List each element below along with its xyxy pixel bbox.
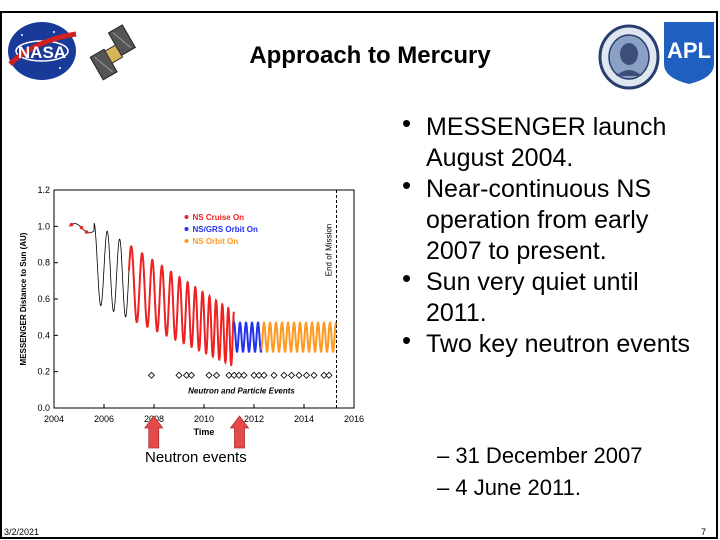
x-tick-label: 2014 xyxy=(294,414,314,424)
bullet-item: • Two key neutron events xyxy=(400,325,700,360)
event-marker xyxy=(187,371,196,379)
y-tick-label: 0.2 xyxy=(37,367,50,377)
events-annotation: Neutron and Particle Events xyxy=(188,386,295,395)
event-marker xyxy=(182,371,191,379)
event-marker xyxy=(310,371,318,379)
event-marker xyxy=(320,371,328,379)
cruise-point xyxy=(79,225,84,230)
legend-label: NS/GRS Orbit On xyxy=(193,225,258,234)
legend-swatch xyxy=(184,215,189,219)
event-marker xyxy=(295,371,303,379)
x-tick-label: 2004 xyxy=(44,414,64,424)
bullet-list: • MESSENGER launch August 2004. • Near-con… xyxy=(400,108,700,360)
x-tick-label: 2012 xyxy=(244,414,264,424)
y-tick-label: 1.0 xyxy=(37,221,50,231)
bullet-text: MESSENGER launch August 2004. xyxy=(426,113,667,172)
event-marker xyxy=(225,371,233,379)
bullet-dot-icon: • xyxy=(402,325,412,355)
spacecraft-icon xyxy=(86,22,146,91)
y-axis-label: MESSENGER Distance to Sun (AU) xyxy=(19,232,28,365)
event-marker xyxy=(205,371,213,379)
nasa-logo: NASA xyxy=(6,20,78,87)
sub-bullet-item: – 4 June 2011. xyxy=(437,475,581,500)
series-line-0 xyxy=(128,245,235,366)
event-marker xyxy=(235,371,243,379)
sub-bullet-item: – 31 December 2007 xyxy=(437,443,643,468)
event-marker xyxy=(260,371,268,379)
cruise-point xyxy=(69,222,74,227)
y-tick-label: 0.0 xyxy=(37,403,50,413)
legend-label: NS Cruise On xyxy=(193,213,245,222)
y-tick-label: 0.6 xyxy=(37,294,50,304)
event-marker xyxy=(325,371,333,379)
event-marker xyxy=(280,371,288,379)
event-marker xyxy=(255,371,263,379)
event-marker xyxy=(302,371,311,379)
key-event-arrow xyxy=(143,415,164,449)
end-of-mission-label: End of Mission xyxy=(325,224,334,276)
y-tick-label: 1.2 xyxy=(37,185,50,195)
event-marker xyxy=(287,371,296,379)
series-line-1 xyxy=(233,321,263,354)
distance-chart: 20042006200820102012201420160.00.20.40.6… xyxy=(19,185,364,449)
bullet-text: Near-continuous NS operation from early … xyxy=(426,175,652,265)
bullet-item: • Near-continuous NS operation from early… xyxy=(400,170,700,267)
legend-label: NS Orbit On xyxy=(193,237,239,246)
event-marker xyxy=(212,371,221,379)
event-marker xyxy=(250,371,258,379)
x-tick-label: 2016 xyxy=(344,414,364,424)
event-marker xyxy=(175,371,183,379)
apl-logo-text: APL xyxy=(667,38,711,63)
slide-frame xyxy=(0,11,718,539)
y-tick-label: 0.4 xyxy=(37,330,50,340)
neutron-events-caption: Neutron events xyxy=(145,449,247,466)
legend-swatch xyxy=(184,227,189,231)
x-axis-label: Time xyxy=(194,427,215,437)
slide-date: 3/2/2021 xyxy=(4,527,40,537)
event-marker xyxy=(240,371,248,379)
y-tick-label: 0.8 xyxy=(37,258,50,268)
bullet-dot-icon: • xyxy=(402,263,412,293)
bullet-dot-icon: • xyxy=(402,108,412,138)
bullet-dot-icon: • xyxy=(402,170,412,200)
slide-title: Approach to Mercury xyxy=(249,42,491,69)
apl-logo: APL xyxy=(662,20,716,91)
event-marker xyxy=(270,371,278,379)
bullet-item: • Sun very quiet until 2011. xyxy=(400,263,700,329)
nasa-logo-text: NASA xyxy=(18,43,66,62)
x-tick-label: 2006 xyxy=(94,414,114,424)
institution-seal-logo xyxy=(598,24,660,95)
bullet-item: • MESSENGER launch August 2004. xyxy=(400,108,700,174)
x-tick-label: 2010 xyxy=(194,414,214,424)
bullet-text: Two key neutron events xyxy=(426,330,691,358)
bullet-text: Sun very quiet until 2011. xyxy=(426,268,639,327)
cruise-point xyxy=(84,230,89,234)
event-marker xyxy=(147,371,156,379)
legend-swatch xyxy=(184,239,189,243)
page-number: 7 xyxy=(700,527,706,537)
key-event-arrow xyxy=(229,415,250,449)
series-line-2 xyxy=(260,321,338,354)
event-marker xyxy=(230,371,238,379)
sub-bullet-list: – 31 December 2007 – 4 June 2011. xyxy=(437,440,642,504)
